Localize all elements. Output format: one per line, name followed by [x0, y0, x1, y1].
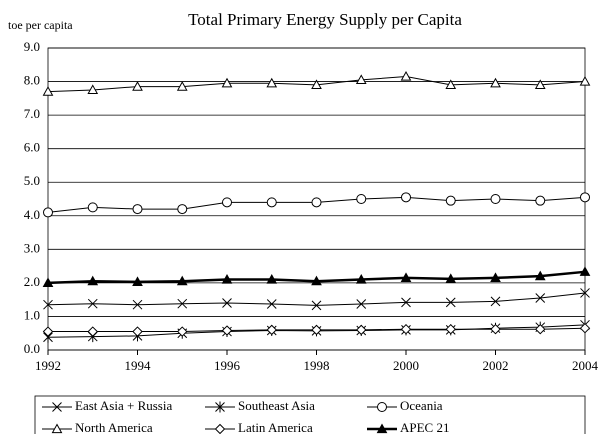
point-marker: [311, 79, 322, 90]
point-marker: [580, 288, 590, 298]
legend-label: Oceania: [400, 398, 443, 413]
chart-title: Total Primary Energy Supply per Capita: [188, 10, 462, 29]
point-marker: [356, 324, 367, 336]
point-marker: [535, 195, 546, 206]
point-marker: [445, 79, 457, 90]
y-tick-label: 8.0: [24, 73, 40, 88]
point-marker: [87, 84, 99, 95]
point-marker: [87, 275, 99, 286]
x-tick-label: 1992: [35, 358, 61, 373]
point-marker: [445, 323, 456, 335]
legend-label: East Asia + Russia: [75, 398, 172, 413]
point-marker: [579, 76, 591, 86]
x-tick-label: 1996: [214, 358, 241, 373]
y-tick-label: 7.0: [24, 106, 40, 121]
point-marker: [221, 77, 233, 88]
point-marker: [266, 274, 278, 284]
y-tick-label: 4.0: [24, 207, 40, 222]
point-marker: [266, 324, 277, 336]
point-marker: [132, 81, 143, 91]
series-line: [47, 292, 586, 306]
point-marker: [311, 197, 322, 208]
point-marker: [132, 299, 143, 310]
point-marker: [490, 272, 501, 282]
point-marker: [177, 204, 188, 215]
legend-box: [34, 395, 586, 434]
x-tick-label: 2002: [483, 358, 509, 373]
point-marker: [132, 326, 143, 337]
y-tick-label: 2.0: [24, 274, 40, 289]
point-marker: [445, 273, 457, 283]
point-marker: [311, 324, 322, 336]
point-marker: [221, 274, 233, 284]
point-marker: [400, 192, 412, 203]
point-marker: [490, 77, 501, 88]
point-marker: [132, 204, 143, 215]
legend-label: Latin America: [238, 420, 313, 434]
point-marker: [222, 298, 232, 308]
legend-marker: [215, 401, 225, 413]
point-marker: [534, 270, 546, 281]
point-marker: [42, 86, 54, 96]
point-marker: [535, 293, 546, 303]
y-tick-label: 5.0: [24, 173, 40, 188]
point-marker: [42, 207, 54, 218]
point-marker: [356, 299, 367, 309]
point-marker: [221, 325, 233, 336]
y-axis-label: toe per capita: [8, 18, 73, 32]
point-marker: [42, 326, 54, 337]
x-tick-label: 1994: [125, 358, 152, 373]
legend-marker: [52, 402, 62, 412]
point-marker: [400, 323, 412, 335]
point-marker: [579, 322, 591, 334]
x-tick-label: 2000: [393, 358, 419, 373]
point-marker: [177, 326, 188, 337]
point-marker: [490, 296, 501, 307]
legend-marker: [376, 423, 388, 434]
point-marker: [87, 326, 98, 337]
point-marker: [266, 299, 277, 309]
point-marker: [43, 299, 53, 310]
point-marker: [266, 197, 277, 208]
point-marker: [87, 298, 98, 309]
legend-marker: [214, 423, 226, 434]
y-tick-label: 1.0: [24, 307, 40, 322]
point-marker: [311, 275, 322, 286]
point-marker: [176, 275, 188, 286]
point-marker: [356, 194, 367, 204]
point-marker: [355, 74, 367, 84]
point-marker: [534, 79, 546, 90]
y-tick-label: 9.0: [24, 39, 40, 54]
point-marker: [176, 81, 188, 91]
point-marker: [535, 323, 546, 335]
point-marker: [400, 70, 412, 81]
point-marker: [87, 202, 98, 213]
point-marker: [311, 300, 322, 311]
point-marker: [355, 274, 367, 284]
point-marker: [579, 266, 591, 276]
point-marker: [221, 197, 233, 208]
legend-label: North America: [75, 420, 153, 434]
point-marker: [490, 194, 501, 204]
x-tick-label: 2004: [572, 358, 599, 373]
legend-label: Southeast Asia: [238, 398, 315, 413]
point-marker: [445, 195, 456, 206]
legend-marker: [376, 402, 388, 412]
point-marker: [400, 272, 412, 282]
point-marker: [42, 277, 54, 287]
x-tick-label: 1998: [304, 358, 330, 373]
point-marker: [490, 323, 501, 335]
point-marker: [579, 192, 591, 203]
point-marker: [445, 297, 456, 308]
point-marker: [401, 297, 411, 308]
legend-marker: [51, 423, 63, 434]
point-marker: [177, 298, 188, 309]
point-marker: [266, 77, 278, 88]
y-tick-label: 6.0: [24, 140, 40, 155]
legend-label: APEC 21: [400, 420, 449, 434]
y-tick-label: 0.0: [24, 341, 40, 356]
point-marker: [132, 276, 143, 286]
y-tick-label: 3.0: [24, 240, 40, 255]
